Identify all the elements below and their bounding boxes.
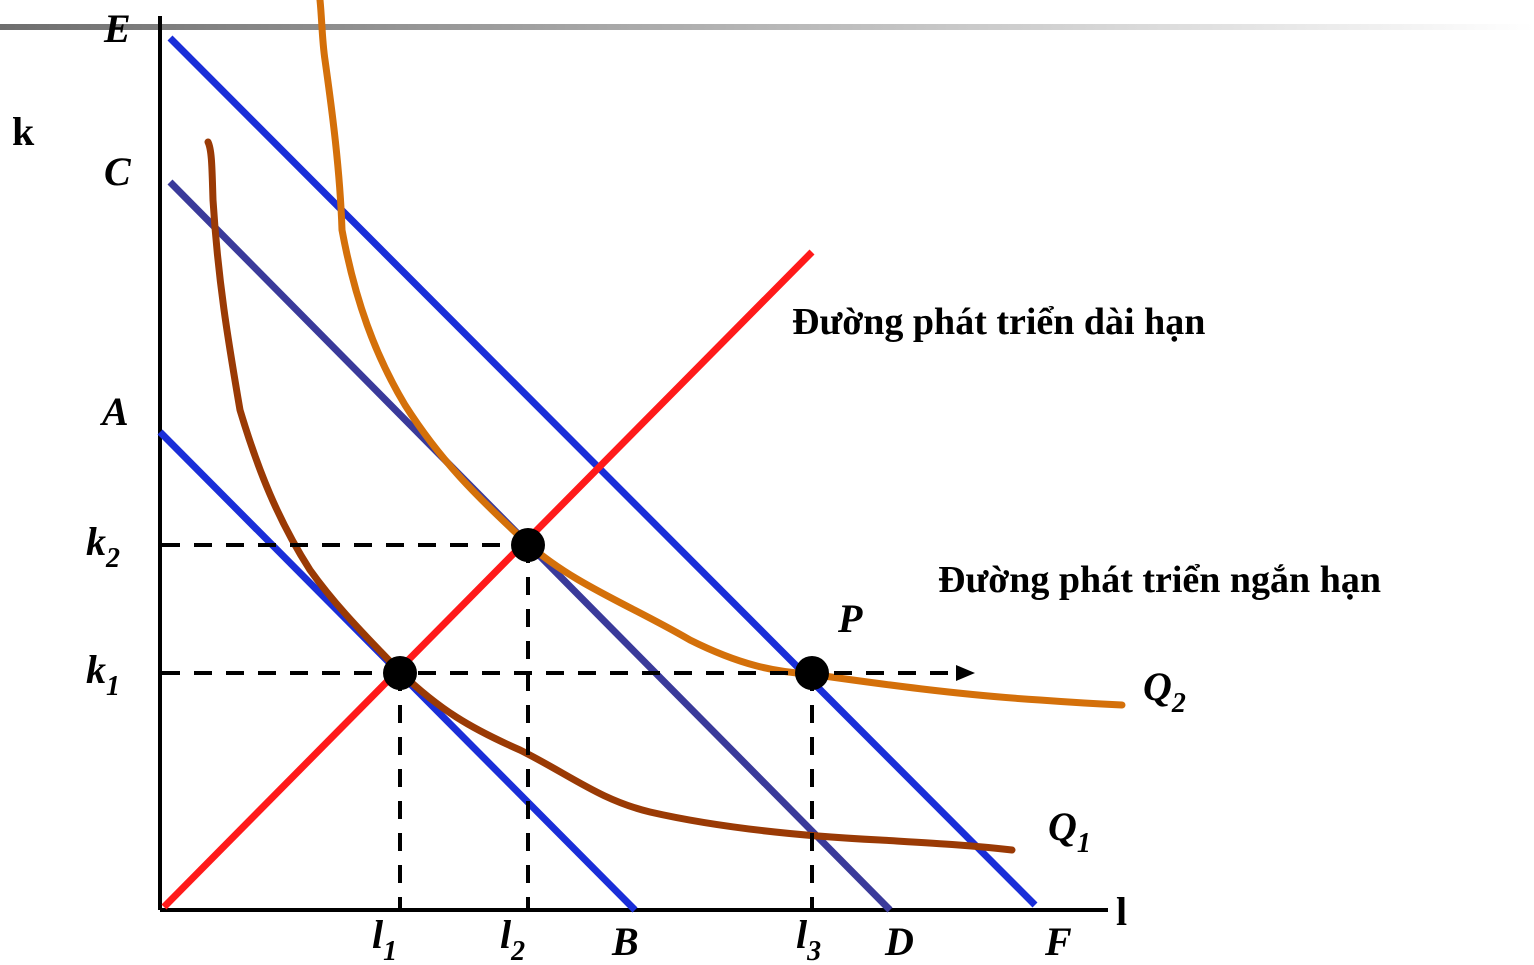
k2-label: k2 [86,519,120,574]
isoquant-q2-label: Q2 [1143,664,1186,719]
intercept-label-e: E [103,6,131,51]
l2-label: l2 [500,912,525,965]
point-p-marker [795,656,829,690]
header-rule [0,24,1534,30]
intercept-label-a: A [99,389,129,434]
equilibrium-point-2 [511,528,545,562]
l2-subscript: 2 [510,936,525,965]
intercept-label-b: B [611,919,639,964]
intercept-label-f: F [1044,919,1072,964]
long-run-expansion-path [161,249,815,910]
isoquant-q1-label: Q1 [1048,804,1091,859]
short-run-arrowhead [956,665,975,681]
l1-subscript: 1 [383,936,397,965]
k1-label: k1 [86,647,120,702]
short-run-path-label: Đường phát triển ngắn hạn [938,559,1381,601]
equilibrium-point-1 [383,656,417,690]
isocost-line-ef [167,35,1038,908]
intercept-label-c: C [104,149,132,194]
l1-label: l1 [372,912,397,965]
x-axis-label: l [1116,889,1127,934]
y-axis-label: k [12,109,35,154]
k2-subscript: 2 [105,543,120,574]
point-p-label: P [837,596,863,641]
isoquant-q1-curve [204,138,1016,854]
q1-subscript: 1 [1077,828,1091,859]
intercept-label-d: D [884,919,914,964]
long-run-path-label: Đường phát triển dài hạn [792,301,1205,343]
q2-subscript: 2 [1171,688,1186,719]
l3-label: l3 [796,912,821,965]
k1-subscript: 1 [106,671,120,702]
l3-subscript: 3 [806,936,821,965]
